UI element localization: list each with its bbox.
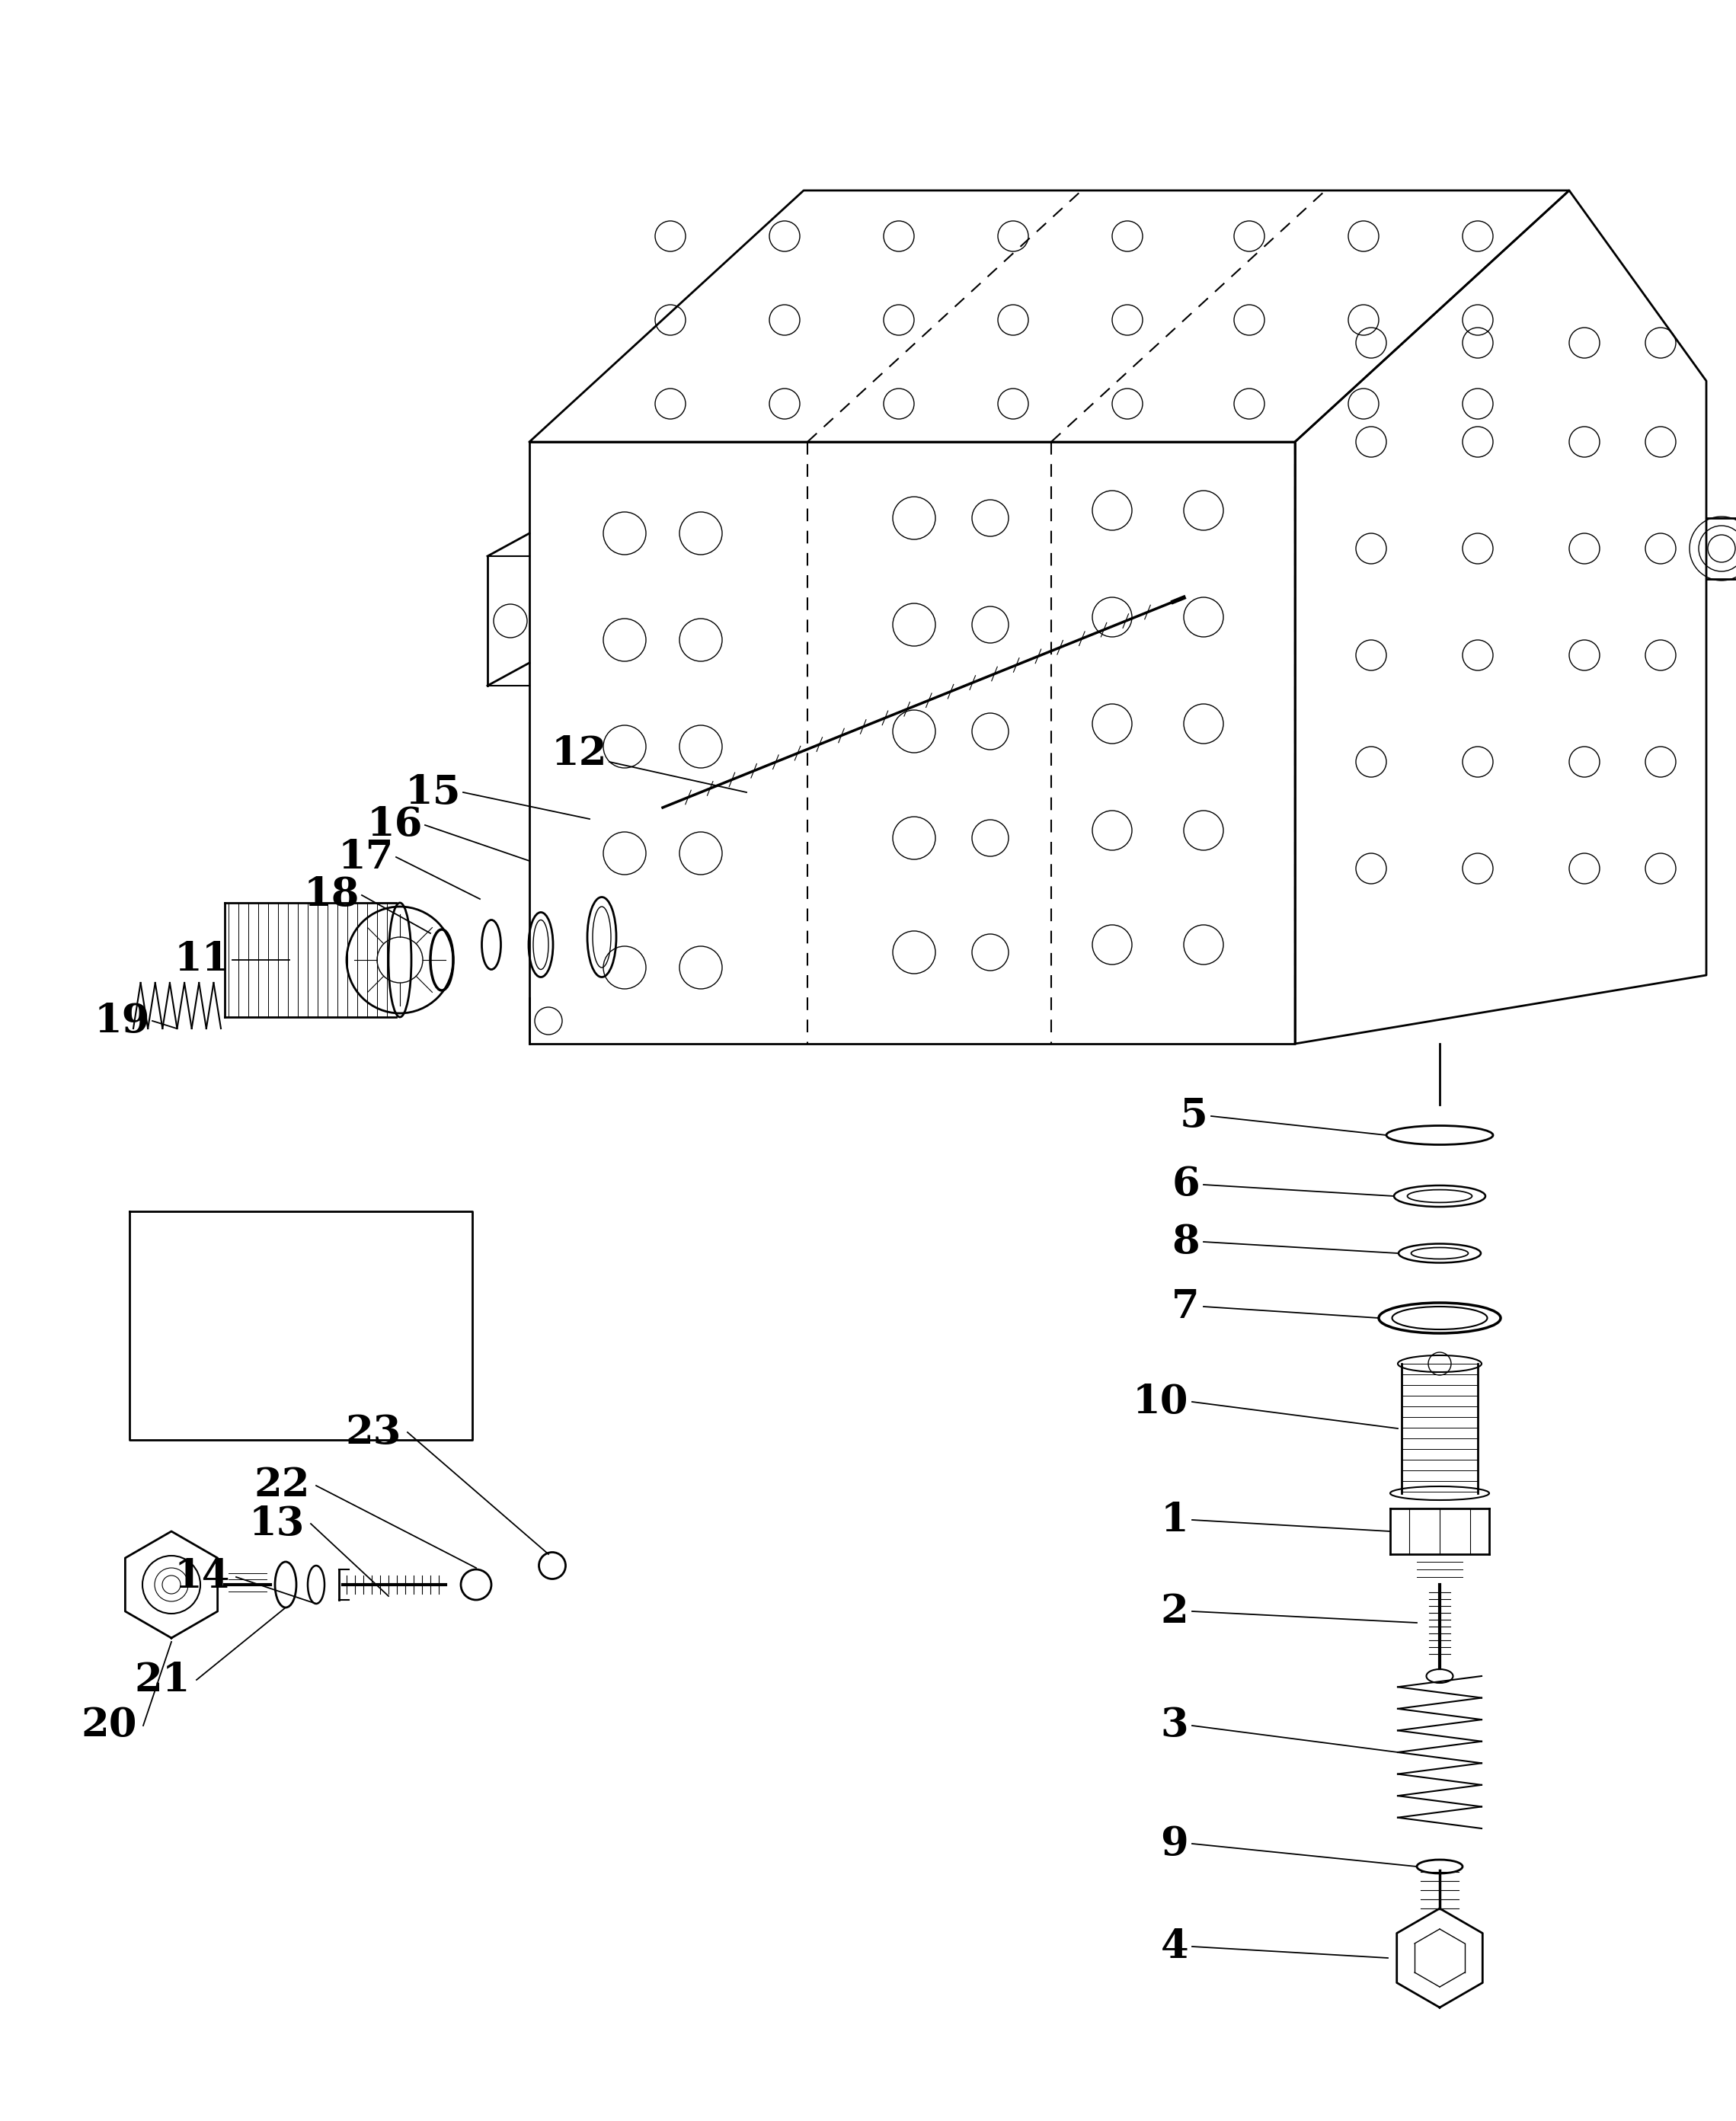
Text: 6: 6 bbox=[1172, 1164, 1200, 1205]
Text: 5: 5 bbox=[1179, 1097, 1207, 1135]
Text: 4: 4 bbox=[1160, 1928, 1189, 1966]
Text: 21: 21 bbox=[134, 1661, 191, 1699]
Text: 12: 12 bbox=[550, 734, 608, 774]
Text: 20: 20 bbox=[82, 1705, 137, 1746]
Text: 18: 18 bbox=[304, 876, 359, 914]
Text: 3: 3 bbox=[1160, 1705, 1189, 1746]
Text: 17: 17 bbox=[339, 838, 394, 876]
Text: 9: 9 bbox=[1160, 1824, 1189, 1862]
Text: 14: 14 bbox=[174, 1557, 229, 1597]
Text: 11: 11 bbox=[174, 940, 229, 980]
Text: 10: 10 bbox=[1132, 1383, 1189, 1421]
Text: 16: 16 bbox=[366, 806, 422, 844]
Text: 8: 8 bbox=[1172, 1222, 1200, 1262]
Text: 7: 7 bbox=[1172, 1287, 1200, 1326]
Text: 15: 15 bbox=[404, 772, 460, 812]
Text: 23: 23 bbox=[345, 1413, 401, 1451]
Text: 22: 22 bbox=[253, 1466, 309, 1506]
Text: 2: 2 bbox=[1160, 1593, 1189, 1631]
Text: 13: 13 bbox=[248, 1504, 304, 1544]
Text: 19: 19 bbox=[94, 1001, 149, 1039]
Text: 1: 1 bbox=[1160, 1500, 1189, 1540]
